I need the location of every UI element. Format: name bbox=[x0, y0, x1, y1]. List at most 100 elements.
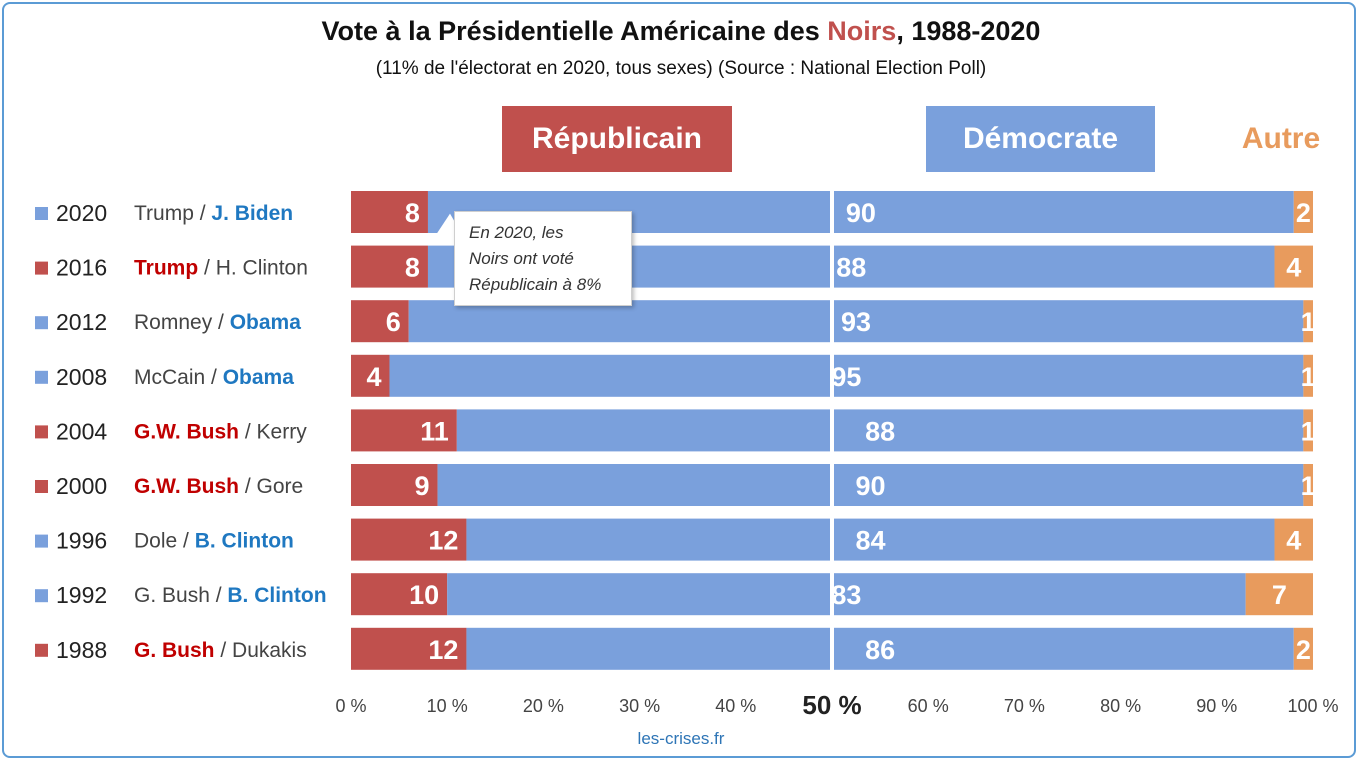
year-label: 2016 bbox=[56, 255, 107, 281]
chart-subtitle: (11% de l'électorat en 2020, tous sexes)… bbox=[375, 58, 987, 79]
year-label: 1992 bbox=[56, 582, 107, 608]
x-tick-label: 100 % bbox=[1287, 696, 1338, 716]
callout-line-1: En 2020, les bbox=[469, 223, 564, 242]
bar-republican bbox=[351, 300, 409, 343]
bar-republican bbox=[351, 245, 428, 288]
bar-republican bbox=[351, 518, 467, 561]
callout-box: En 2020, les Noirs ont voté Républicain … bbox=[454, 211, 632, 306]
chart-title: Vote à la Présidentielle Américaine des … bbox=[321, 16, 1041, 46]
candidates-label: G.W. Bush / Kerry bbox=[134, 420, 307, 443]
dem-candidate: Kerry bbox=[257, 420, 308, 443]
bar-other bbox=[1245, 573, 1313, 616]
x-tick-label: 20 % bbox=[523, 696, 564, 716]
bar-democrat bbox=[456, 409, 1304, 452]
label-other: 1 bbox=[1301, 307, 1316, 337]
label-republican: 8 bbox=[405, 198, 420, 228]
rep-candidate: Dole bbox=[134, 530, 177, 553]
bar-other bbox=[1303, 354, 1313, 397]
bar-republican bbox=[351, 191, 428, 233]
label-democrat: 88 bbox=[865, 416, 895, 446]
year-label: 2008 bbox=[56, 364, 107, 390]
candidates-label: G. Bush / Dukakis bbox=[134, 639, 307, 662]
dem-candidate: Gore bbox=[257, 475, 304, 498]
bar-other bbox=[1303, 464, 1313, 506]
label-other: 1 bbox=[1301, 362, 1316, 392]
label-democrat: 90 bbox=[846, 198, 876, 228]
rep-candidate: Romney bbox=[134, 311, 213, 334]
bar-democrat bbox=[447, 573, 1246, 616]
bar-democrat bbox=[408, 300, 1304, 343]
year-label: 1996 bbox=[56, 528, 107, 554]
bar-republican bbox=[351, 627, 467, 670]
year-marker bbox=[35, 643, 48, 657]
year-marker bbox=[35, 316, 48, 330]
rep-candidate: McCain bbox=[134, 366, 205, 389]
label-democrat: 93 bbox=[841, 307, 871, 337]
bar-republican bbox=[351, 573, 448, 616]
label-democrat: 86 bbox=[865, 635, 895, 665]
year-marker bbox=[35, 370, 48, 384]
x-tick-label: 30 % bbox=[619, 696, 660, 716]
dem-candidate: B. Clinton bbox=[195, 530, 294, 553]
year-marker bbox=[35, 261, 48, 275]
candidates-label: Trump / H. Clinton bbox=[134, 257, 308, 280]
candidates-label: G. Bush / B. Clinton bbox=[134, 584, 327, 607]
label-republican: 12 bbox=[428, 635, 458, 665]
year-label: 2020 bbox=[56, 200, 107, 226]
rep-candidate: G. Bush bbox=[134, 639, 215, 662]
year-marker bbox=[35, 589, 48, 603]
candidates-label: G.W. Bush / Gore bbox=[134, 475, 303, 498]
bar-republican bbox=[351, 354, 390, 397]
year-marker bbox=[35, 534, 48, 548]
label-republican: 9 bbox=[415, 471, 430, 501]
bar-democrat bbox=[437, 464, 1304, 506]
dem-candidate: Obama bbox=[230, 311, 302, 334]
label-republican: 8 bbox=[405, 253, 420, 283]
label-other: 1 bbox=[1301, 471, 1316, 501]
rep-candidate: G.W. Bush bbox=[134, 475, 239, 498]
callout-line-2: Noirs ont voté bbox=[469, 249, 574, 268]
rep-candidate: Trump bbox=[134, 202, 194, 225]
title-highlight: Noirs bbox=[827, 16, 897, 46]
year-label: 2004 bbox=[56, 418, 107, 444]
x-tick-label: 70 % bbox=[1004, 696, 1045, 716]
bar-other bbox=[1303, 409, 1313, 452]
year-label: 2012 bbox=[56, 309, 107, 335]
bar-republican bbox=[351, 464, 438, 506]
label-other: 2 bbox=[1296, 198, 1311, 228]
label-republican: 11 bbox=[420, 416, 449, 446]
year-marker bbox=[35, 425, 48, 439]
legend-democrat: Démocrate bbox=[926, 106, 1155, 172]
label-democrat: 95 bbox=[831, 362, 861, 392]
year-marker bbox=[35, 207, 48, 220]
label-democrat: 90 bbox=[855, 471, 885, 501]
dem-candidate: H. Clinton bbox=[216, 257, 308, 280]
x-tick-label: 60 % bbox=[908, 696, 949, 716]
bar-republican bbox=[351, 409, 457, 452]
year-label: 2000 bbox=[56, 473, 107, 499]
bar-other bbox=[1274, 245, 1313, 288]
label-democrat: 83 bbox=[831, 580, 861, 610]
x-tick-label: 50 % bbox=[802, 690, 861, 720]
label-other: 2 bbox=[1296, 635, 1311, 665]
rep-candidate: G.W. Bush bbox=[134, 420, 239, 443]
x-tick-label: 10 % bbox=[427, 696, 468, 716]
bar-democrat bbox=[466, 627, 1294, 670]
candidates-label: Dole / B. Clinton bbox=[134, 530, 294, 553]
dem-candidate: Obama bbox=[223, 366, 295, 389]
year-label: 1988 bbox=[56, 637, 107, 663]
bar-other bbox=[1274, 518, 1313, 561]
bar-other bbox=[1293, 191, 1313, 233]
label-other: 4 bbox=[1286, 526, 1301, 556]
bar-democrat bbox=[466, 518, 1275, 561]
candidates-label: Trump / J. Biden bbox=[134, 202, 293, 225]
source-footer: les-crises.fr bbox=[637, 729, 725, 748]
label-other: 1 bbox=[1301, 416, 1316, 446]
dem-candidate: J. Biden bbox=[211, 202, 293, 225]
dem-candidate: B. Clinton bbox=[227, 584, 326, 607]
x-tick-label: 40 % bbox=[715, 696, 756, 716]
x-tick-label: 0 % bbox=[335, 696, 366, 716]
callout-line-3: Républicain à 8% bbox=[469, 275, 602, 294]
x-tick-label: 90 % bbox=[1196, 696, 1237, 716]
